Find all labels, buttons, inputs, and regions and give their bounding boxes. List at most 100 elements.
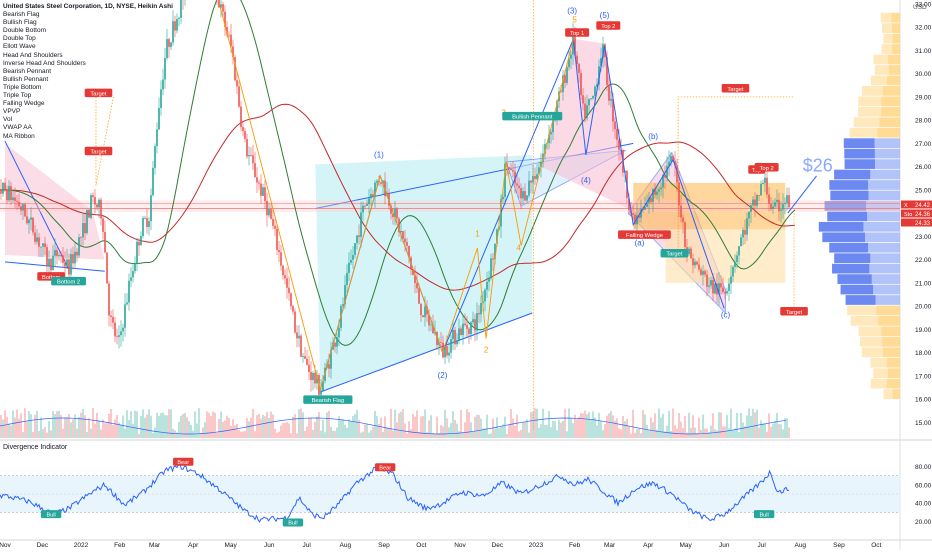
x-tick-8: Jul — [302, 542, 311, 549]
candle-body — [502, 196, 504, 200]
candle-body — [676, 165, 678, 183]
legend-item-9[interactable]: Triple Bottom — [3, 83, 42, 91]
volume-bar — [684, 415, 686, 438]
candle-body — [692, 258, 694, 266]
volume-bar — [296, 433, 298, 438]
volume-bar — [534, 408, 536, 438]
legend-item-5[interactable]: Head And Shoulders — [3, 51, 63, 59]
volume-bar — [240, 431, 242, 438]
volume-bar — [576, 419, 578, 438]
label-badge — [754, 162, 779, 172]
volume-bar — [744, 426, 746, 438]
candle-body — [4, 182, 6, 190]
legend-item-14[interactable]: VWAP AA — [3, 124, 32, 132]
candle-body — [508, 167, 510, 169]
candle-body — [180, 0, 182, 18]
legend-item-12[interactable]: VPVP — [3, 108, 21, 116]
volume-bar — [560, 422, 562, 438]
volume-bar — [558, 420, 560, 438]
legend-item-0[interactable]: Bearish Flag — [3, 11, 40, 19]
label-badge — [303, 395, 353, 404]
legend-item-2[interactable]: Double Bottom — [3, 27, 46, 35]
legend-item-4[interactable]: Ellott Wave — [3, 43, 36, 51]
volume-profile-bar — [874, 138, 900, 149]
volume-bar — [758, 427, 760, 438]
volume-bar — [134, 410, 136, 438]
volume-bar — [448, 427, 450, 438]
volume-bar — [772, 423, 774, 438]
volume-bar — [74, 414, 76, 438]
pattern-label-13: Target — [786, 310, 803, 316]
volume-bar — [388, 428, 390, 438]
volume-bar — [432, 432, 434, 438]
legend-item-1[interactable]: Bullish Flag — [3, 19, 37, 27]
osc-label-2: Bull — [288, 521, 297, 527]
osc-badge — [753, 510, 775, 519]
candle-body — [668, 161, 670, 166]
legend-item-13[interactable]: Vol — [3, 116, 13, 124]
candle-body — [50, 258, 52, 271]
volume-bar — [158, 416, 160, 438]
volume-profile-bar — [858, 326, 882, 337]
candle-body — [268, 209, 270, 216]
candle-body — [484, 289, 486, 302]
legend-item-10[interactable]: Triple Top — [3, 92, 32, 100]
volume-bar — [750, 415, 752, 438]
volume-bar — [306, 426, 308, 438]
volume-bar — [474, 416, 476, 438]
volume-bar — [782, 429, 784, 438]
candle-body — [596, 84, 598, 87]
candle-body — [734, 262, 736, 267]
volume-bar — [380, 417, 382, 438]
volume-bar — [64, 417, 66, 438]
candle-body — [20, 206, 22, 211]
volume-bar — [496, 417, 498, 438]
candle-body — [496, 229, 498, 244]
volume-profile-bar — [882, 86, 900, 96]
volume-bar — [122, 415, 124, 438]
legend-item-3[interactable]: Double Top — [3, 35, 36, 43]
candle-body — [394, 208, 396, 218]
candle-body — [160, 89, 162, 109]
candle-body — [304, 356, 306, 359]
candle-body — [564, 75, 566, 83]
candle-body — [444, 346, 446, 358]
candle-body — [116, 336, 118, 338]
volume-profile-bar — [868, 180, 900, 190]
volume-bar — [234, 425, 236, 438]
label-badge — [618, 230, 671, 239]
volume-bar — [462, 432, 464, 438]
x-tick-7: Jun — [264, 542, 275, 549]
chart-title[interactable]: United States Steel Corporation, 1D, NYS… — [3, 3, 173, 10]
volume-bar — [456, 423, 458, 438]
volume-bar — [652, 422, 654, 438]
candle-body — [678, 182, 680, 206]
volume-bar — [640, 433, 642, 438]
candle-body — [100, 199, 102, 219]
volume-bar — [212, 411, 214, 438]
legend-item-8[interactable]: Bullish Pennant — [3, 75, 49, 83]
volume-bar — [166, 415, 168, 438]
candle-body — [314, 373, 316, 384]
volume-bar — [466, 409, 468, 438]
projection-arrow — [787, 175, 817, 214]
volume-bar — [464, 422, 466, 438]
volume-bar — [540, 424, 542, 438]
candle-body — [144, 217, 146, 219]
legend-item-7[interactable]: Bearish Pennant — [3, 67, 52, 75]
pattern-label-6: Top 1 — [570, 31, 584, 37]
oscillator-title[interactable]: Divergence Indicator — [3, 444, 68, 451]
candle-body — [310, 372, 312, 381]
legend-item-6[interactable]: Inverse Head And Shoulders — [3, 59, 86, 67]
volume-bar — [250, 417, 252, 438]
volume-bar — [22, 431, 24, 438]
volume-bar — [190, 424, 192, 438]
candle-body — [58, 255, 60, 256]
legend-item-11[interactable]: Falling Wedge — [3, 100, 45, 108]
candle-body — [648, 197, 650, 203]
pattern-label-8: Target — [727, 87, 744, 93]
legend-item-15[interactable]: MA Ribbon — [3, 132, 35, 140]
volume-bar — [630, 433, 632, 438]
candle-body — [774, 202, 776, 207]
volume-bar — [718, 412, 720, 438]
